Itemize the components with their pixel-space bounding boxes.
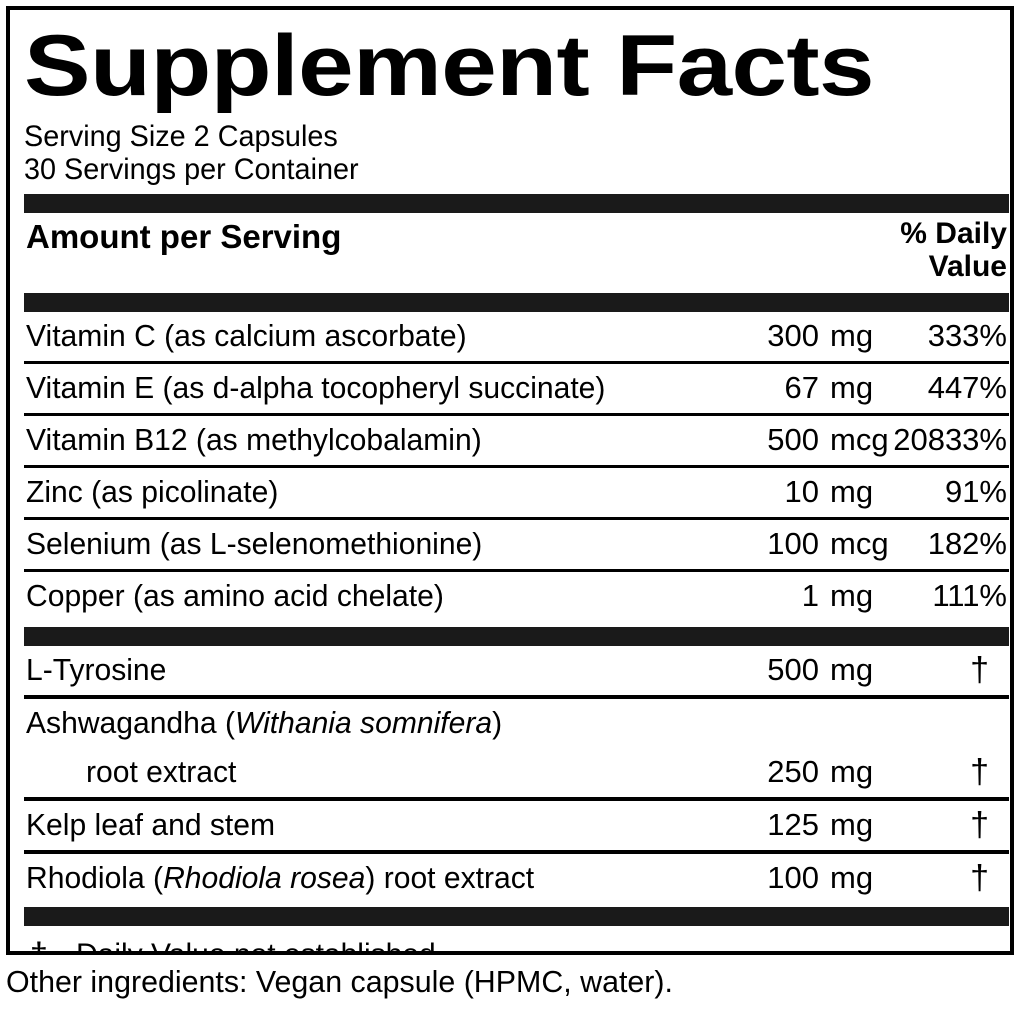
nutrient-unit: mcg bbox=[830, 526, 889, 561]
divider-row bbox=[24, 569, 1009, 572]
nutrient-latin-name: Withania somnifera bbox=[234, 705, 493, 740]
servings-per-container-text: 30 Servings per Container bbox=[24, 153, 359, 186]
amount-per-serving-header: Amount per Serving bbox=[26, 218, 342, 255]
daily-value-header-line2: Value bbox=[928, 250, 1007, 283]
table-row: Ashwagandha (Withania somnifera) root ex… bbox=[24, 699, 1009, 797]
table-row: Vitamin E (as d-alpha tocopheryl succina… bbox=[24, 364, 1009, 413]
table-header-row: Amount per Serving % Daily Value bbox=[24, 213, 1009, 287]
nutrient-name-pre: Ashwagandha ( bbox=[26, 705, 235, 740]
dagger-icon: † bbox=[30, 936, 48, 955]
nutrient-unit: mcg bbox=[830, 422, 889, 457]
nutrient-unit: mg bbox=[830, 318, 874, 353]
nutrient-amount: 100 bbox=[767, 526, 819, 561]
divider-thick-footnote bbox=[24, 907, 1009, 926]
divider-thick-top bbox=[24, 194, 1009, 213]
table-row: Rhodiola (Rhodiola rosea) root extract 1… bbox=[24, 854, 1009, 903]
nutrient-name: Copper (as amino acid chelate) bbox=[26, 578, 444, 613]
page-title: Supplement Facts bbox=[24, 18, 875, 114]
divider-row bbox=[24, 413, 1009, 416]
nutrient-daily-value: 447% bbox=[927, 370, 1007, 405]
nutrient-unit: mg bbox=[830, 754, 874, 789]
nutrient-daily-value: 182% bbox=[927, 526, 1007, 561]
nutrient-amount: 500 bbox=[767, 422, 819, 457]
nutrient-daily-value: † bbox=[970, 859, 989, 897]
nutrient-amount: 500 bbox=[767, 652, 819, 687]
nutrient-unit: mg bbox=[830, 578, 874, 613]
nutrient-daily-value: † bbox=[970, 651, 989, 689]
footnote-text: Daily Value not established bbox=[76, 938, 436, 955]
nutrient-amount: 125 bbox=[767, 807, 819, 842]
table-row: Vitamin B12 (as methylcobalamin) 500 mcg… bbox=[24, 416, 1009, 465]
nutrient-amount: 10 bbox=[784, 474, 819, 509]
nutrient-name-line2: root extract bbox=[86, 754, 237, 789]
divider-row bbox=[24, 695, 1009, 699]
table-row: Selenium (as L-selenomethionine) 100 mcg… bbox=[24, 520, 1009, 569]
divider-row bbox=[24, 850, 1009, 854]
table-row: Zinc (as picolinate) 10 mg 91% bbox=[24, 468, 1009, 517]
table-row: Copper (as amino acid chelate) 1 mg 111% bbox=[24, 572, 1009, 621]
nutrient-name: Vitamin E (as d-alpha tocopheryl succina… bbox=[26, 370, 606, 405]
divider-row bbox=[24, 797, 1009, 801]
nutrient-amount: 300 bbox=[767, 318, 819, 353]
table-row: Vitamin C (as calcium ascorbate) 300 mg … bbox=[24, 312, 1009, 361]
divider-thick-header bbox=[24, 293, 1009, 312]
nutrient-name: L-Tyrosine bbox=[26, 652, 167, 687]
nutrient-amount: 250 bbox=[767, 754, 819, 789]
nutrient-daily-value: † bbox=[970, 806, 989, 844]
daily-value-header: % Daily Value bbox=[900, 217, 1007, 283]
nutrient-amount: 67 bbox=[784, 370, 819, 405]
serving-info: Serving Size 2 Capsules 30 Servings per … bbox=[24, 120, 1010, 186]
nutrient-latin-name: Rhodiola rosea bbox=[163, 860, 366, 895]
divider-thick-botanicals bbox=[24, 627, 1009, 646]
nutrient-name: Ashwagandha (Withania somnifera) bbox=[26, 705, 502, 741]
divider-row bbox=[24, 465, 1009, 468]
nutrient-unit: mg bbox=[830, 474, 874, 509]
nutrient-unit: mg bbox=[830, 652, 874, 687]
nutrient-name: Vitamin B12 (as methylcobalamin) bbox=[26, 422, 482, 457]
nutrient-amount: 100 bbox=[767, 860, 819, 895]
nutrient-name-post: ) root extract bbox=[365, 860, 535, 895]
divider-row bbox=[24, 517, 1009, 520]
footnote-row: † Daily Value not established bbox=[24, 926, 1009, 955]
label-inner: Supplement Facts Serving Size 2 Capsules… bbox=[24, 12, 1010, 955]
divider-row bbox=[24, 361, 1009, 364]
nutrient-unit: mg bbox=[830, 860, 874, 895]
nutrient-unit: mg bbox=[830, 370, 874, 405]
nutrient-daily-value: 333% bbox=[927, 318, 1007, 353]
nutrient-name: Selenium (as L-selenomethionine) bbox=[26, 526, 483, 561]
nutrient-daily-value: 91% bbox=[944, 474, 1007, 509]
nutrient-name: Rhodiola (Rhodiola rosea) root extract bbox=[26, 860, 534, 896]
nutrient-name-pre: Rhodiola ( bbox=[26, 860, 164, 895]
other-ingredients-text: Other ingredients: Vegan capsule (HPMC, … bbox=[6, 964, 673, 999]
nutrient-daily-value: 20833% bbox=[893, 422, 1007, 457]
label-panel: Supplement Facts Serving Size 2 Capsules… bbox=[6, 6, 1014, 955]
serving-size-text: Serving Size 2 Capsules bbox=[24, 120, 338, 153]
table-row: Kelp leaf and stem 125 mg † bbox=[24, 801, 1009, 850]
nutrient-name: Zinc (as picolinate) bbox=[26, 474, 279, 509]
nutrient-daily-value: 111% bbox=[932, 578, 1007, 613]
nutrient-name: Kelp leaf and stem bbox=[26, 807, 276, 842]
table-row: L-Tyrosine 500 mg † bbox=[24, 646, 1009, 695]
nutrient-unit: mg bbox=[830, 807, 874, 842]
nutrient-amount: 1 bbox=[801, 578, 819, 613]
daily-value-header-line1: % Daily bbox=[900, 217, 1007, 250]
nutrient-name: Vitamin C (as calcium ascorbate) bbox=[26, 318, 467, 353]
nutrient-daily-value: † bbox=[970, 753, 989, 791]
nutrient-name-post: ) bbox=[492, 705, 503, 740]
